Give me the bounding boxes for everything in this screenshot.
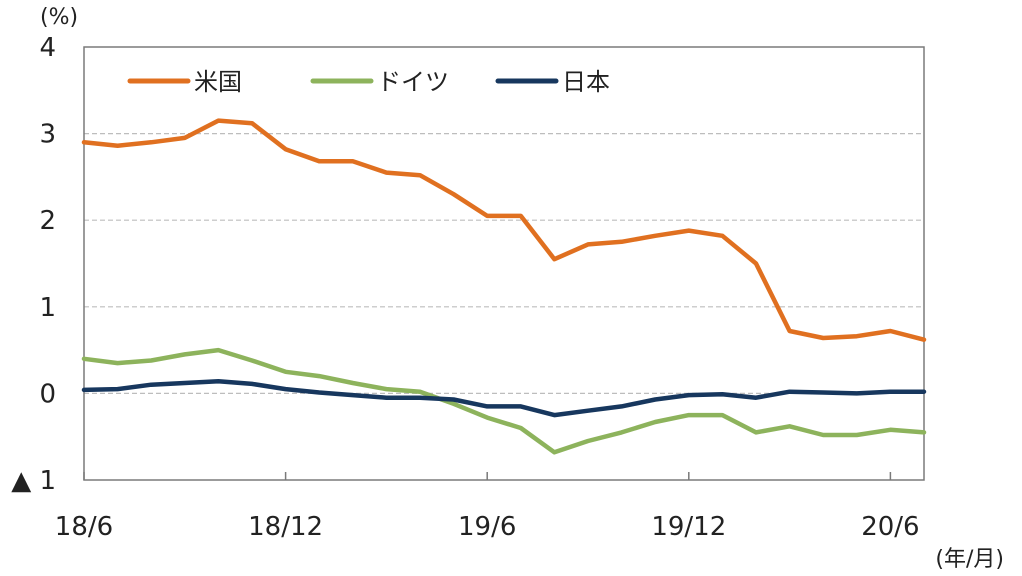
x-tick-label: 18/12	[248, 512, 323, 542]
y-tick-label: ▲ 1	[11, 466, 56, 496]
y-tick-label: 0	[39, 379, 56, 409]
y-tick-labels: 4 3 2 1 0 ▲ 1	[11, 33, 56, 496]
series-line-米国	[81, 118, 927, 342]
legend-label: 米国	[194, 68, 242, 96]
y-tick-label: 3	[39, 120, 56, 150]
legend-label: ドイツ	[377, 68, 449, 96]
plot-frame	[83, 46, 925, 481]
legend-label: 日本	[562, 68, 610, 96]
x-tick-label: 19/12	[651, 512, 726, 542]
x-tick-label: 18/6	[55, 512, 113, 542]
legend: 米国 ドイツ 日本	[127, 68, 610, 96]
y-tick-label: 1	[39, 293, 56, 323]
series-lines	[81, 118, 927, 455]
y-unit-label: (%)	[40, 5, 78, 30]
axes	[83, 46, 925, 481]
series-line-ドイツ	[81, 347, 927, 455]
y-tick-label: 2	[39, 206, 56, 236]
x-unit-label: (年/月)	[935, 547, 1004, 572]
x-tick-labels: 18/6 18/12 19/6 19/12 20/6	[55, 512, 920, 542]
y-tick-label: 4	[39, 33, 56, 63]
x-tick-label: 19/6	[458, 512, 516, 542]
gridlines	[84, 133, 924, 394]
x-tick-label: 20/6	[861, 512, 919, 542]
series-line-日本	[81, 379, 927, 418]
